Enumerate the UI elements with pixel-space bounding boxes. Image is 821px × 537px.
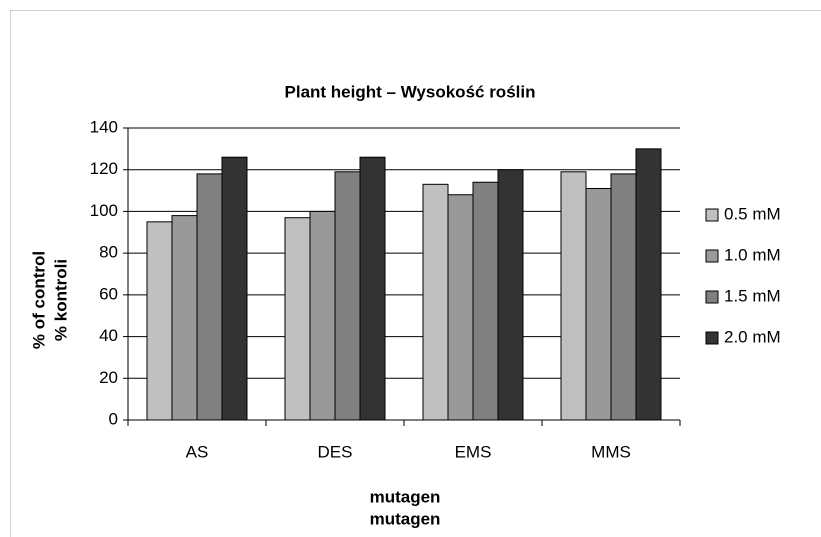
bar <box>635 148 662 421</box>
bar <box>196 173 223 421</box>
y-tick-label: 80 <box>99 243 118 262</box>
x-axis-title: mutagen <box>370 487 441 506</box>
bar <box>146 221 173 421</box>
legend-label: 1.0 mM <box>724 245 781 264</box>
y-tick-label: 0 <box>109 409 118 428</box>
bar <box>221 156 248 421</box>
x-tick-label: MMS <box>591 442 631 461</box>
frame <box>10 10 821 537</box>
legend-label: 2.0 mM <box>724 327 781 346</box>
x-tick-label: DES <box>318 442 353 461</box>
bar <box>610 173 637 421</box>
x-tick-label: EMS <box>455 442 492 461</box>
y-tick-label: 120 <box>90 159 118 178</box>
bar <box>560 171 587 421</box>
x-tick-label: AS <box>186 442 209 461</box>
bar <box>497 169 524 421</box>
bar <box>472 181 499 421</box>
bar <box>171 215 198 421</box>
y-axis-title: % kontroli <box>51 259 70 341</box>
y-tick-label: 100 <box>90 201 118 220</box>
legend-label: 0.5 mM <box>724 204 781 223</box>
bar <box>585 187 612 421</box>
bar <box>422 183 449 421</box>
legend-swatch <box>705 290 719 304</box>
y-tick-label: 20 <box>99 368 118 387</box>
legend-swatch <box>705 249 719 263</box>
y-tick-label: 140 <box>90 117 118 136</box>
bar <box>359 156 386 421</box>
chart-title: Plant height – Wysokość roślin <box>285 82 536 101</box>
bar <box>334 171 361 421</box>
y-tick-label: 40 <box>99 326 118 345</box>
legend-swatch <box>705 331 719 345</box>
y-tick-label: 60 <box>99 284 118 303</box>
legend-swatch <box>705 208 719 222</box>
bar <box>309 210 336 421</box>
bar <box>447 194 474 421</box>
legend-label: 1.5 mM <box>724 286 781 305</box>
x-axis-title: mutagen <box>370 509 441 528</box>
bar <box>284 217 311 421</box>
y-axis-title: % of control <box>29 251 48 349</box>
